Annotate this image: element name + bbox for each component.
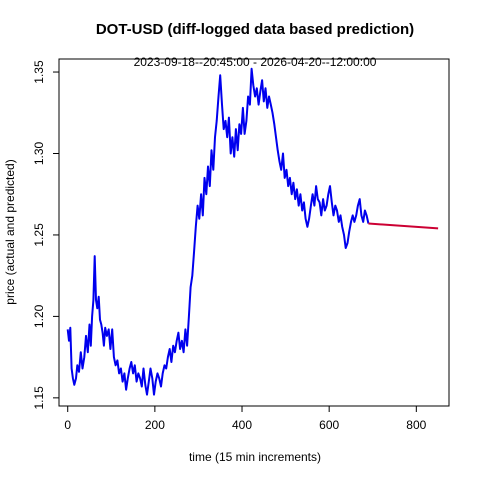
- x-tick-label: 200: [145, 418, 165, 432]
- y-tick-label: 1.30: [32, 141, 46, 165]
- y-tick-label: 1.25: [32, 223, 46, 247]
- series-layer: [66, 67, 439, 396]
- x-axis: 0 200 400 600 800: [64, 406, 427, 432]
- x-tick-label: 600: [319, 418, 339, 432]
- series-line-2: [368, 222, 439, 230]
- x-tick-label: 0: [64, 418, 71, 432]
- y-axis: 1.15 1.20 1.25 1.30 1.35: [32, 60, 59, 410]
- x-axis-label: time (15 min increments): [189, 450, 321, 464]
- series-line-1: [66, 67, 370, 396]
- plot-frame: [58, 58, 450, 407]
- chart-subtitle: 2023-09-18--20:45:00 - 2026-04-20--12:00…: [134, 55, 377, 69]
- x-tick-label: 800: [406, 418, 426, 432]
- x-tick-label: 400: [232, 418, 252, 432]
- y-axis-label: price (actual and predicted): [3, 159, 17, 304]
- y-tick-label: 1.20: [32, 304, 46, 328]
- y-tick-label: 1.35: [32, 60, 46, 84]
- chart-title: DOT-USD (diff-logged data based predicti…: [96, 21, 414, 38]
- y-tick-label: 1.15: [32, 386, 46, 410]
